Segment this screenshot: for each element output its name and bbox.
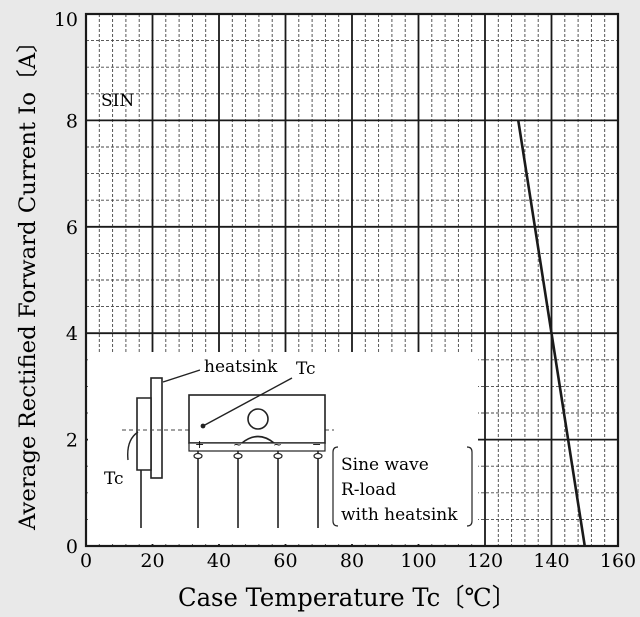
condition-line-1: Sine wave (341, 455, 429, 475)
x-tick-labels: 0 20 40 60 80 100 120 140 160 (80, 550, 636, 572)
y-tick-label: 4 (66, 323, 78, 345)
conditions-bracket-left (332, 446, 339, 527)
conditions-bracket-right (466, 446, 473, 527)
x-tick-label: 160 (600, 550, 636, 572)
x-axis-label: Case Temperature Tc〔℃〕 (178, 583, 516, 612)
mounting-hole (247, 408, 269, 430)
y-tick-labels: 0 2 4 6 8 10 (54, 9, 78, 558)
condition-line-2: R-load (341, 480, 396, 500)
y-tick-label: 10 (54, 9, 78, 31)
series-label-sin: SIN (101, 91, 134, 111)
y-tick-label: 0 (66, 536, 78, 558)
heatsink-leader (162, 369, 201, 383)
x-tick-label: 0 (80, 550, 92, 572)
x-tick-label: 100 (400, 550, 436, 572)
pin-mark-ac1: ~ (233, 438, 242, 451)
heatsink-plate (150, 377, 163, 479)
front-leads (193, 451, 323, 528)
x-tick-label: 120 (467, 550, 503, 572)
y-axis-label: Average Rectified Forward Current Io〔A〕 (16, 30, 41, 531)
condition-line-3: with heatsink (341, 505, 458, 525)
tc-top-label: Tc (296, 359, 316, 379)
series-line-sin (516, 120, 587, 547)
tc-top-leader (202, 377, 293, 427)
diode-side-body (136, 397, 152, 471)
x-tick-label: 60 (273, 550, 297, 572)
x-tick-label: 80 (340, 550, 364, 572)
x-tick-label: 40 (207, 550, 231, 572)
pin-mark-ac2: ~ (273, 438, 282, 451)
x-tick-label: 20 (140, 550, 164, 572)
x-tick-label: 140 (533, 550, 569, 572)
plot-frame (84, 12, 620, 548)
y-tick-label: 8 (66, 110, 78, 132)
tc-side-label: Tc (104, 469, 124, 489)
heatsink-label: heatsink (204, 357, 278, 377)
y-tick-label: 2 (66, 430, 78, 452)
pin-mark-minus: − (312, 438, 321, 451)
y-tick-label: 6 (66, 217, 78, 239)
pin-mark-plus: + (195, 438, 204, 451)
lead-frame (188, 442, 326, 452)
mounting-inset: + ~ ~ − heatsink Tc Tc Sine wave R-load … (88, 352, 478, 544)
center-notch (241, 435, 275, 444)
tc-side-leader (127, 431, 139, 461)
